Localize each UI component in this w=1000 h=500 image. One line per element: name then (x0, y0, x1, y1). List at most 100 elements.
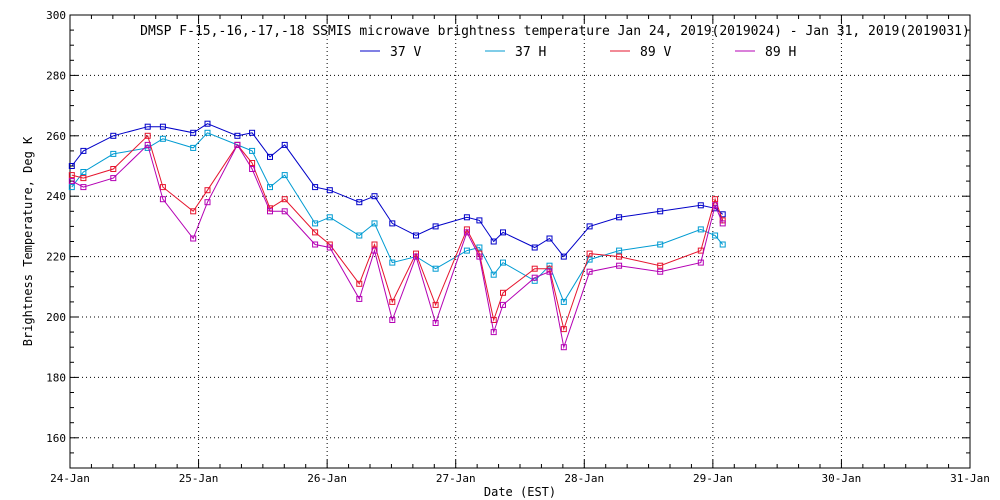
data-point-89-v (312, 229, 319, 236)
x-tick-label: 29-Jan (693, 472, 733, 485)
data-point-89-v (356, 280, 363, 287)
data-point-89-h (326, 244, 333, 251)
data-point-37-h (190, 144, 197, 151)
y-tick-label: 300 (46, 9, 66, 22)
data-point-37-h (719, 241, 726, 248)
data-point-89-h (546, 268, 553, 275)
data-point-37-v (371, 193, 378, 200)
data-point-37-v (267, 153, 273, 160)
axis-ticks: 160 180 200 220 240 260 280 300 24-Jan 25-Jan 26-J… (46, 9, 990, 485)
data-point-89-h (371, 247, 378, 254)
data-point-37-v (144, 123, 151, 130)
data-point-37-h (657, 241, 664, 248)
data-point-89-h (586, 268, 593, 275)
x-tick-label: 31-Jan (950, 472, 990, 485)
data-point-37-h (312, 220, 319, 227)
data-point-89-v (389, 298, 396, 305)
data-point-37-h (80, 169, 87, 175)
data-point-37-h (500, 259, 506, 266)
legend-item-89-h: 89 H (735, 45, 796, 60)
data-point-89-h (144, 141, 151, 148)
data-point-37-v (586, 223, 593, 230)
data-point-37-h (356, 232, 363, 239)
data-point-37-h (371, 220, 378, 227)
data-point-89-h (281, 208, 288, 215)
data-point-37-v (110, 132, 117, 139)
data-point-89-v (144, 132, 151, 139)
data-point-89-h (312, 241, 319, 248)
data-point-89-v (281, 196, 288, 203)
data-point-37-v (249, 129, 256, 136)
data-point-89-v (68, 172, 75, 179)
data-point-37-v (531, 244, 538, 251)
data-point-37-h (490, 271, 497, 278)
data-point-89-v (500, 289, 506, 296)
data-point-37-v (463, 214, 470, 221)
data-point-89-h (413, 253, 419, 260)
data-point-89-h (432, 320, 439, 326)
data-point-89-v (159, 184, 166, 191)
data-point-37-h (249, 147, 256, 154)
y-tick-label: 200 (46, 311, 66, 324)
data-point-37-v (159, 123, 166, 130)
data-point-37-v (204, 120, 211, 127)
series-89-h (68, 141, 726, 351)
data-point-37-h (389, 259, 396, 266)
y-tick-label: 240 (46, 190, 66, 203)
data-point-89-v (371, 241, 378, 248)
data-point-89-h (560, 344, 567, 351)
data-point-89-v (80, 175, 87, 182)
y-tick-label: 180 (46, 371, 66, 384)
data-point-37-h (110, 150, 117, 157)
legend-label: 37 V (390, 45, 421, 60)
data-point-89-v (560, 326, 567, 333)
data-point-89-v (432, 301, 439, 308)
data-point-37-v (389, 220, 396, 227)
data-point-89-h (159, 196, 166, 203)
data-point-37-h (616, 247, 623, 254)
data-point-37-v (234, 132, 241, 139)
data-point-37-h (204, 129, 211, 136)
data-point-89-v (616, 253, 623, 260)
series-line-37-h (71, 132, 724, 304)
data-point-37-h (463, 247, 470, 254)
chart-title: DMSP F-15,-16,-17,-18 SSMIS microwave br… (140, 24, 970, 39)
data-point-89-v (249, 160, 256, 166)
data-point-89-v (204, 187, 211, 194)
data-point-37-v (490, 238, 497, 245)
x-tick-label: 30-Jan (822, 472, 862, 485)
data-point-37-h (68, 184, 75, 191)
data-point-37-h (712, 232, 719, 239)
legend-label: 89 V (640, 45, 671, 60)
data-point-89-h (204, 199, 211, 206)
data-point-89-h (190, 235, 197, 242)
data-point-89-h (712, 202, 719, 209)
data-point-89-h (234, 141, 241, 148)
data-point-89-h (697, 259, 704, 266)
data-point-89-v (531, 265, 538, 272)
legend-item-37-h: 37 H (485, 45, 546, 60)
data-point-37-h (159, 135, 166, 142)
data-point-89-v (110, 166, 117, 172)
data-point-37-v (190, 129, 197, 136)
legend-label: 89 H (765, 45, 796, 60)
data-point-37-v (657, 208, 664, 215)
data-point-37-v (476, 217, 483, 224)
series-line-89-v (71, 134, 724, 331)
x-tick-label: 28-Jan (564, 472, 604, 485)
data-point-37-h (281, 172, 288, 179)
data-point-37-v (432, 223, 439, 230)
data-point-89-h (657, 268, 664, 275)
data-point-37-v (312, 184, 319, 191)
data-point-89-h (531, 274, 538, 281)
data-point-37-v (356, 199, 363, 206)
legend-item-89-v: 89 V (610, 45, 671, 60)
y-tick-label: 280 (46, 69, 66, 82)
data-point-89-h (249, 166, 256, 172)
x-tick-label: 25-Jan (179, 472, 219, 485)
data-point-89-v (712, 196, 719, 203)
data-point-37-h (432, 265, 439, 272)
series-layer (68, 120, 726, 351)
